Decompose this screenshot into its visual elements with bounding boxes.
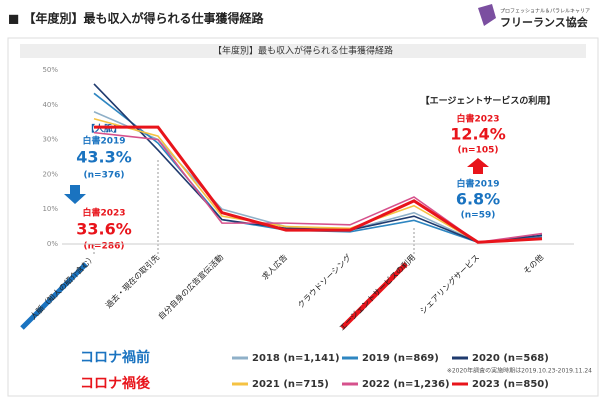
highlight-underline xyxy=(340,262,408,330)
annotation-n: (n=105) xyxy=(458,146,499,156)
note: ※2020年調査の実施時期は2019.10.23-2019.11.24 xyxy=(447,367,592,375)
annotation-heading: 【エージェントサービスの利用】 xyxy=(421,95,556,107)
chart-title: 【年度別】最も収入が得られる仕事獲得経路 xyxy=(213,45,393,57)
x-tick-label: クラウドソーシング xyxy=(295,252,353,310)
y-tick-label: 10% xyxy=(42,205,58,213)
highlight-underline xyxy=(20,262,88,330)
logo-name: フリーランス協会 xyxy=(500,15,589,29)
y-tick-label: 0% xyxy=(47,240,58,248)
legend-label: 2019 (n=869) xyxy=(362,353,439,364)
x-tick-label: その他 xyxy=(521,252,545,276)
arrow-down xyxy=(64,185,86,204)
annotation-value: 43.3% xyxy=(76,148,132,167)
logo-icon xyxy=(478,4,496,26)
annotation-label: 白書2019 xyxy=(82,135,125,147)
annotation-value: 12.4% xyxy=(450,125,506,144)
legend-label: 2018 (n=1,141) xyxy=(252,353,340,364)
annotation-label: 白書2019 xyxy=(456,178,499,190)
x-tick-label: 過去・現在の取引先 xyxy=(103,252,161,310)
annotation-n: (n=376) xyxy=(84,171,125,181)
annotation-value: 33.6% xyxy=(76,220,132,239)
slide-title: ■ 【年度別】最も収入が得られる仕事獲得経路 xyxy=(8,11,265,26)
x-tick-label: シェアリングサービス xyxy=(418,252,482,316)
x-tick-label: 自分自身の広告宣伝活動 xyxy=(156,252,225,321)
annotation-label: 白書2023 xyxy=(456,113,499,125)
series-line xyxy=(94,125,543,244)
annotation-n: (n=59) xyxy=(461,211,496,221)
annotation-value: 6.8% xyxy=(456,190,500,209)
y-tick-label: 50% xyxy=(42,66,58,74)
legend-label: 2020 (n=568) xyxy=(472,353,549,364)
chart-frame xyxy=(7,37,599,397)
x-tick-label: 人脈（知人の紹介含む） xyxy=(28,252,97,321)
y-tick-label: 40% xyxy=(42,101,58,109)
legend-label: 2023 (n=850) xyxy=(472,379,549,390)
legend-group: コロナ禍後 xyxy=(80,375,151,392)
legend-group: コロナ禍前 xyxy=(80,349,150,366)
arrow-up xyxy=(467,158,489,174)
x-tick-label: エージェントサービスの利用 xyxy=(337,252,417,332)
y-tick-label: 30% xyxy=(42,136,58,144)
legend-label: 2021 (n=715) xyxy=(252,379,329,390)
y-tick-label: 20% xyxy=(42,170,58,178)
annotation-n: (n=286) xyxy=(84,242,125,252)
legend-label: 2022 (n=1,236) xyxy=(362,379,450,390)
x-tick-label: 求人広告 xyxy=(259,252,289,282)
annotation-label: 白書2023 xyxy=(82,207,125,219)
logo-tagline: プロフェッショナル＆パラレルキャリア xyxy=(500,9,590,15)
chart-title-band xyxy=(20,44,586,58)
